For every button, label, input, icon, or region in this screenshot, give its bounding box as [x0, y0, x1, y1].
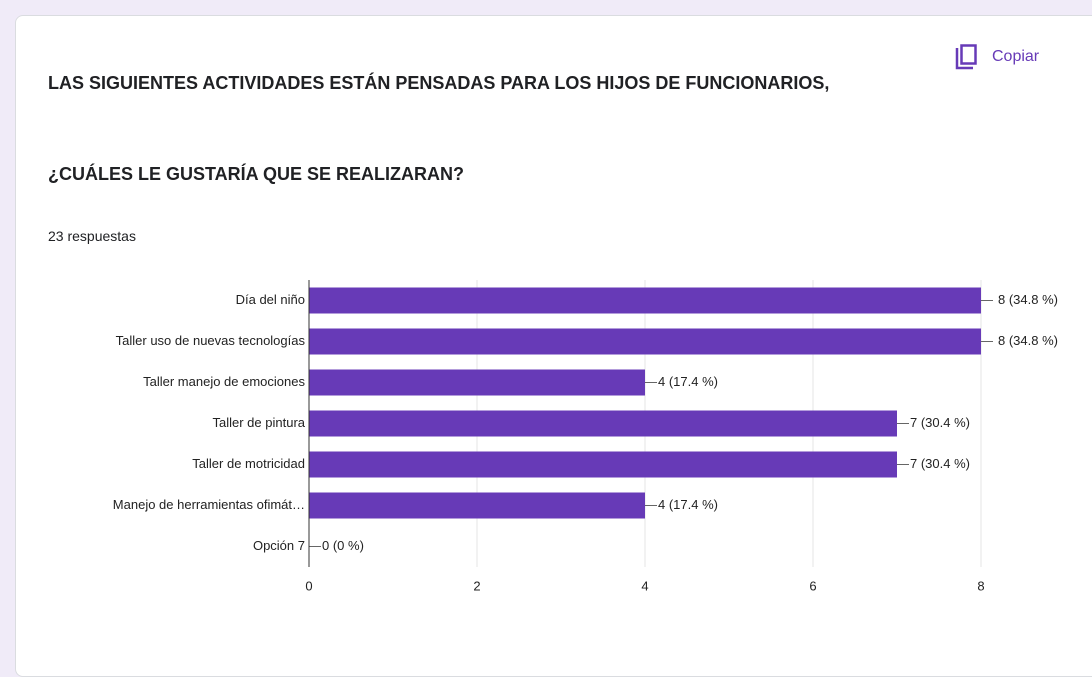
y-tick-label: Taller de motricidad [192, 456, 305, 471]
data-label: 7 (30.4 %) [910, 415, 970, 430]
chart-title: LAS SIGUIENTES ACTIVIDADES ESTÁN PENSADA… [48, 73, 830, 93]
data-label: 4 (17.4 %) [658, 497, 718, 512]
x-tick-label: 8 [977, 578, 984, 593]
bar [309, 369, 645, 396]
x-tick-label: 4 [641, 578, 648, 593]
bar [309, 451, 897, 478]
data-label: 4 (17.4 %) [658, 374, 718, 389]
y-tick-label: Opción 7 [253, 538, 305, 553]
x-tick-label: 0 [305, 578, 312, 593]
response-count: 23 respuestas [48, 228, 136, 244]
data-label: 0 (0 %) [322, 538, 364, 553]
y-tick-label: Taller uso de nuevas tecnologías [116, 333, 306, 348]
copy-icon [955, 44, 977, 70]
y-tick-label: Taller de pintura [213, 415, 306, 430]
data-label: 8 (34.8 %) [998, 333, 1058, 348]
y-tick-label: Día del niño [236, 292, 305, 307]
chart: 0 2 4 6 8 Día del niño 8 (34.8 %) Taller uso de… [113, 280, 1058, 593]
bar [309, 410, 897, 437]
x-tick-label: 6 [809, 578, 816, 593]
bar [309, 492, 645, 519]
bar [309, 328, 981, 355]
copy-label[interactable]: Copiar [992, 48, 1040, 65]
bar [309, 287, 981, 314]
x-tick-label: 2 [473, 578, 480, 593]
y-tick-label: Taller manejo de emociones [143, 374, 305, 389]
copy-button[interactable]: Copiar [954, 44, 1039, 70]
data-label: 8 (34.8 %) [998, 292, 1058, 307]
data-label: 7 (30.4 %) [910, 456, 970, 471]
y-tick-label: Manejo de herramientas ofimát… [113, 497, 305, 512]
chart-subtitle: ¿CUÁLES LE GUSTARÍA QUE SE REALIZARAN? [48, 164, 465, 184]
